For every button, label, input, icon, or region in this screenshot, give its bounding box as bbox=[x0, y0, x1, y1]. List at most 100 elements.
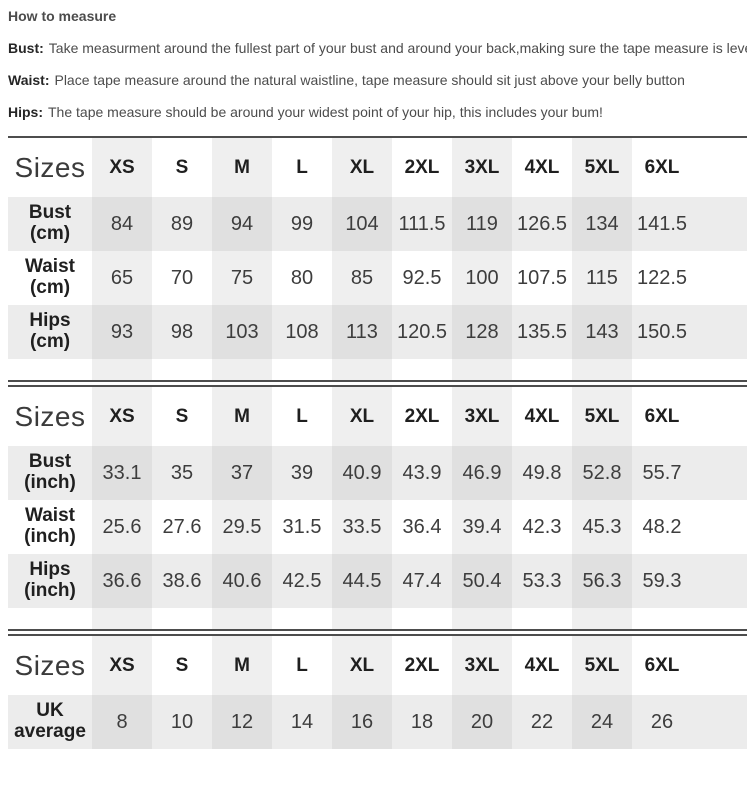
measurement-row: Hips (cm) 93 98 103 108 113 120.5 128 135.5 143 15… bbox=[8, 305, 747, 359]
size-column-header: XS bbox=[92, 636, 152, 695]
size-column-header: 2XL bbox=[404, 654, 440, 676]
inch-table-top-rule bbox=[8, 380, 747, 387]
filler-cell bbox=[452, 359, 512, 380]
row-label: Bust (inch) bbox=[8, 446, 92, 500]
filler-cell bbox=[152, 359, 212, 380]
measurement-value: 50.4 bbox=[452, 554, 512, 608]
measurement-value: 39.4 bbox=[452, 500, 512, 554]
measurement-row: Bust (inch) 33.1 35 37 39 40.9 43.9 46.9 49.8 52.… bbox=[8, 446, 747, 500]
measurement-value: 122.5 bbox=[636, 266, 688, 289]
measurement-row: Bust (cm) 84 89 94 99 104 111.5 119 126.5 134 141.… bbox=[8, 197, 747, 251]
sizes-heading: Sizes bbox=[14, 649, 86, 681]
size-column-header: 3XL bbox=[452, 636, 512, 695]
row-tail-cell bbox=[692, 554, 747, 608]
bust-instruction-text: Take measurment around the fullest part … bbox=[48, 40, 747, 56]
measurement-row: Hips (inch) 36.6 38.6 40.6 42.5 44.5 47.4 50.4 5… bbox=[8, 554, 747, 608]
size-column-header: L bbox=[296, 654, 308, 676]
size-table-header-row: Sizes XS S M L XL 2XL 3XL 4XL 5XL 6XL bbox=[8, 387, 747, 446]
filler-cell bbox=[272, 359, 332, 380]
filler-cell bbox=[8, 608, 92, 629]
filler-cell bbox=[512, 359, 572, 380]
measurement-value: 46.9 bbox=[452, 446, 512, 500]
measurement-value: 39 bbox=[272, 446, 332, 500]
row-tail-cell bbox=[692, 251, 747, 305]
size-column-header: 2XL bbox=[404, 405, 440, 427]
measurement-value: 107.5 bbox=[516, 266, 568, 289]
size-column-header: XL bbox=[332, 138, 392, 197]
sizes-heading: Sizes bbox=[14, 151, 86, 183]
filler-cell bbox=[8, 359, 92, 380]
measurement-value: 115 bbox=[572, 251, 632, 305]
measurement-value: 16 bbox=[332, 695, 392, 749]
measurement-value: 25.6 bbox=[92, 500, 152, 554]
filler-cell bbox=[692, 359, 747, 380]
size-table-header-row: Sizes XS S M L XL 2XL 3XL 4XL 5XL 6XL bbox=[8, 636, 747, 695]
measurement-value: 103 bbox=[212, 305, 272, 359]
measurement-value: 33.1 bbox=[92, 446, 152, 500]
measurement-value: 104 bbox=[332, 197, 392, 251]
measurement-value: 93 bbox=[92, 305, 152, 359]
measurement-value: 100 bbox=[452, 251, 512, 305]
row-label: Waist (cm) bbox=[25, 256, 75, 298]
filler-cell bbox=[212, 608, 272, 629]
row-tail-cell bbox=[692, 305, 747, 359]
measurement-value: 94 bbox=[212, 197, 272, 251]
measurement-value: 35 bbox=[152, 446, 212, 500]
size-column-header: XS bbox=[92, 387, 152, 446]
bust-instruction: Bust: Take measurment around the fullest … bbox=[8, 39, 747, 58]
waist-instruction: Waist: Place tape measure around the natu… bbox=[8, 71, 747, 90]
size-column-header: XL bbox=[332, 636, 392, 695]
size-table-inch: Sizes XS S M L XL 2XL 3XL 4XL 5XL 6XL Bust (inch) 33… bbox=[8, 387, 747, 629]
measurement-value: 31.5 bbox=[282, 515, 322, 538]
size-column-header: L bbox=[296, 156, 308, 178]
measurement-value: 126.5 bbox=[512, 197, 572, 251]
size-column-header: 6XL bbox=[644, 405, 680, 427]
measurement-value: 8 bbox=[92, 695, 152, 749]
measurement-value: 80 bbox=[290, 266, 314, 289]
measurement-value: 65 bbox=[92, 251, 152, 305]
row-label: Hips (cm) bbox=[8, 305, 92, 359]
filler-cell bbox=[512, 608, 572, 629]
measurement-row: Waist (inch) 25.6 27.6 29.5 31.5 33.5 36.4 39.4… bbox=[8, 500, 747, 554]
size-column-header: 6XL bbox=[644, 654, 680, 676]
header-tail-cell bbox=[692, 387, 747, 446]
measurement-value: 42.5 bbox=[272, 554, 332, 608]
size-column-header: 4XL bbox=[524, 405, 560, 427]
measurement-value: 128 bbox=[452, 305, 512, 359]
measurement-value: 12 bbox=[212, 695, 272, 749]
measurement-value: 43.9 bbox=[392, 446, 452, 500]
bust-instruction-label: Bust: bbox=[8, 40, 44, 56]
measurement-value: 75 bbox=[212, 251, 272, 305]
size-table-cm: Sizes XS S M L XL 2XL 3XL 4XL 5XL 6XL Bust (cm) 84 89… bbox=[8, 138, 747, 380]
measurement-value: 20 bbox=[452, 695, 512, 749]
measurement-value: 27.6 bbox=[162, 515, 202, 538]
measurement-value: 85 bbox=[332, 251, 392, 305]
size-column-header: XS bbox=[92, 138, 152, 197]
measurement-value: 120.5 bbox=[392, 305, 452, 359]
measurement-value: 36.6 bbox=[92, 554, 152, 608]
filler-cell bbox=[392, 359, 452, 380]
measurement-value: 99 bbox=[272, 197, 332, 251]
measurement-value: 55.7 bbox=[632, 446, 692, 500]
uk-table-top-rule bbox=[8, 629, 747, 636]
measurement-value: 10 bbox=[152, 695, 212, 749]
measurement-value: 33.5 bbox=[332, 500, 392, 554]
filler-cell bbox=[92, 359, 152, 380]
measurement-value: 24 bbox=[572, 695, 632, 749]
measurement-value: 38.6 bbox=[152, 554, 212, 608]
size-column-header: 5XL bbox=[572, 636, 632, 695]
row-label: UK average bbox=[8, 695, 92, 749]
measurement-row: Waist (cm) 65 70 75 80 85 92.5 100 107.5 115 122.5 bbox=[8, 251, 747, 305]
measurement-value: 49.8 bbox=[512, 446, 572, 500]
filler-cell bbox=[92, 608, 152, 629]
measurement-value: 70 bbox=[170, 266, 194, 289]
filler-cell bbox=[332, 359, 392, 380]
cm-table-top-rule bbox=[8, 136, 747, 138]
filler-cell bbox=[632, 359, 692, 380]
row-tail-cell bbox=[692, 695, 747, 749]
how-to-measure-section: How to measure Bust: Take measurment arou… bbox=[8, 7, 747, 122]
size-column-header: 4XL bbox=[524, 156, 560, 178]
size-column-header: S bbox=[175, 654, 189, 676]
row-label: Bust (cm) bbox=[8, 197, 92, 251]
size-table-uk-average: Sizes XS S M L XL 2XL 3XL 4XL 5XL 6XL UK average 8 10… bbox=[8, 636, 747, 749]
